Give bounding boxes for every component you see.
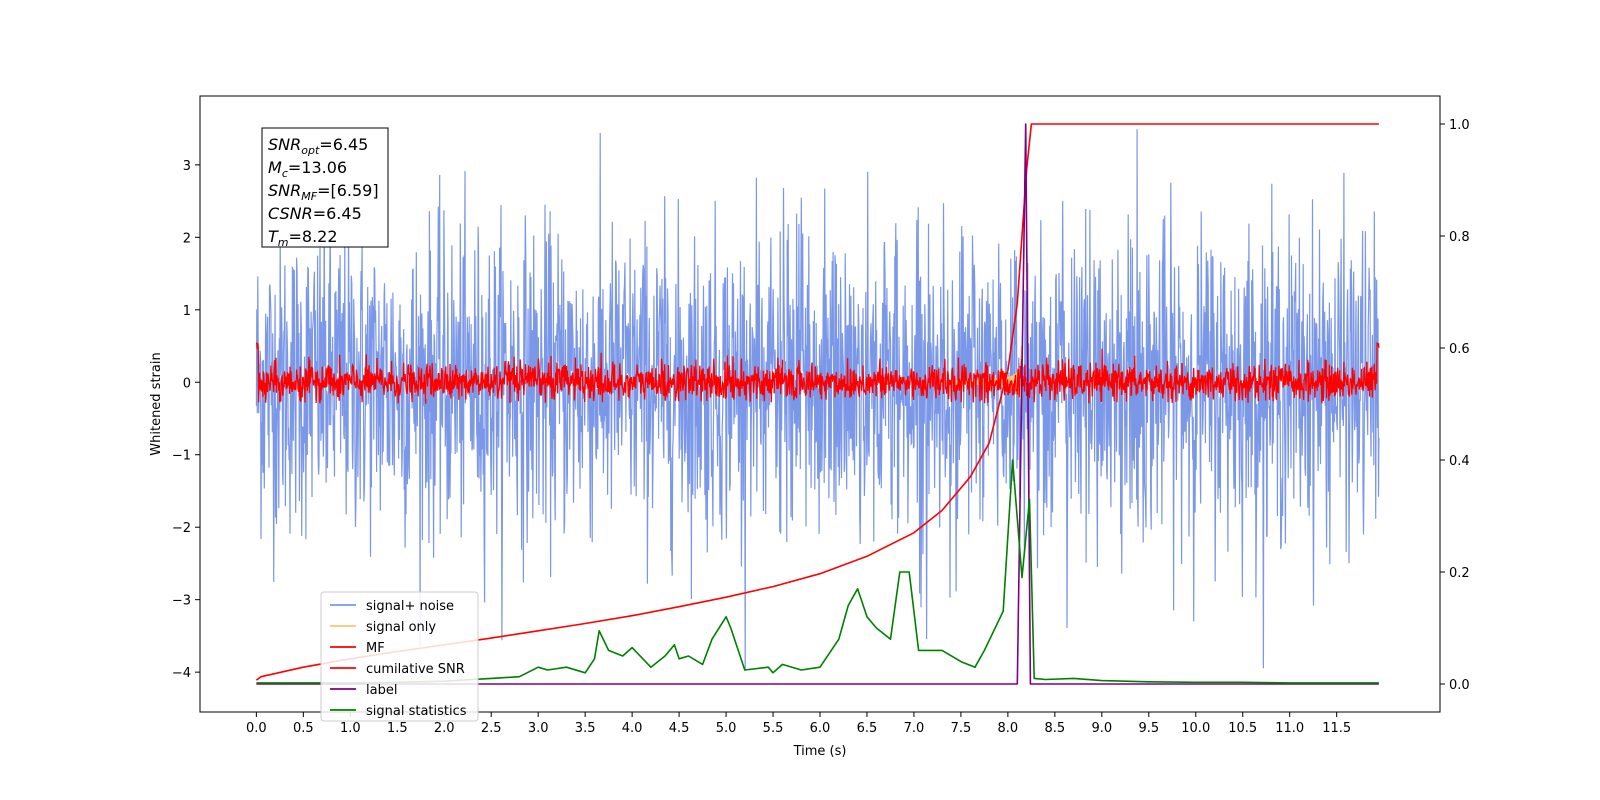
legend-label: label	[366, 683, 397, 698]
stat-line: SNRopt=6.45	[268, 135, 368, 157]
stat-line: SNRMF=[6.59]	[268, 181, 379, 203]
y-right-tick-label: 0.4	[1449, 454, 1470, 469]
stats-box-frame	[261, 127, 389, 248]
x-tick-label: 9.0	[1091, 721, 1112, 736]
y-left-tick-label: −3	[172, 594, 191, 609]
x-tick-label: 7.0	[904, 721, 925, 736]
x-tick-label: 7.5	[951, 721, 972, 736]
y-left-tick-label: 2	[183, 231, 191, 246]
x-tick-label: 6.0	[810, 721, 831, 736]
legend: signal+ noise signal only MF cumilative SNR…	[320, 591, 479, 722]
y-left-tick-label: −1	[172, 449, 191, 464]
x-tick-label: 1.5	[387, 721, 408, 736]
series-mf-line	[255, 342, 1380, 404]
y-left-tick-label: −4	[172, 666, 191, 681]
y-axis-left: 3 2 1 0 −1 −2 −3 −4	[172, 159, 200, 681]
y-right-tick-label: 0.0	[1449, 678, 1470, 693]
x-tick-label: 1.0	[340, 721, 361, 736]
y-left-tick-label: 0	[183, 376, 191, 391]
legend-label: signal+ noise	[366, 599, 454, 614]
legend-label: signal statistics	[366, 704, 467, 719]
stat-line: Tm=8.22	[268, 227, 338, 249]
x-tick-label: 10.5	[1228, 721, 1257, 736]
legend-frame	[320, 591, 479, 722]
series-label-line	[256, 123, 1379, 685]
x-tick-label: 0.0	[246, 721, 267, 736]
x-tick-label: 3.0	[528, 721, 549, 736]
stats-box: SNRopt=6.45Mc=13.06SNRMF=[6.59]CSNR=6.45…	[261, 127, 389, 249]
y-left-tick-label: 1	[183, 304, 191, 319]
legend-label: signal only	[366, 620, 436, 635]
x-tick-label: 10.0	[1181, 721, 1210, 736]
x-tick-label: 8.0	[998, 721, 1019, 736]
x-tick-label: 2.5	[481, 721, 502, 736]
x-tick-label: 5.5	[763, 721, 784, 736]
x-tick-label: 11.0	[1275, 721, 1304, 736]
y-axis-right: 1.0 0.8 0.6 0.4 0.2 0.0	[1440, 118, 1470, 693]
x-tick-label: 4.0	[622, 721, 643, 736]
y-axis-label: Whitened strain	[149, 352, 164, 455]
x-axis: 0.0 0.5 1.0 1.5 2.0 2.5 3.0 3.5 4.0 4.5 5.0 5.5 6.0 6…	[246, 712, 1351, 736]
x-tick-label: 4.5	[669, 721, 690, 736]
x-tick-label: 2.0	[434, 721, 455, 736]
x-tick-label: 0.5	[293, 721, 314, 736]
y-left-tick-label: −2	[172, 521, 191, 536]
stat-line: CSNR=6.45	[268, 204, 362, 223]
x-axis-label: Time (s)	[793, 744, 847, 759]
x-tick-label: 6.5	[857, 721, 878, 736]
y-right-tick-label: 0.8	[1449, 230, 1470, 245]
series-signal-statistics-line	[256, 459, 1379, 684]
x-tick-label: 8.5	[1045, 721, 1066, 736]
legend-label: cumilative SNR	[366, 662, 465, 677]
legend-label: MF	[366, 641, 385, 656]
y-right-tick-label: 1.0	[1449, 118, 1470, 133]
x-tick-label: 11.5	[1322, 721, 1351, 736]
x-tick-label: 5.0	[716, 721, 737, 736]
x-tick-label: 9.5	[1138, 721, 1159, 736]
x-tick-label: 3.5	[575, 721, 596, 736]
stat-line: Mc=13.06	[268, 158, 347, 180]
y-left-tick-label: 3	[183, 159, 191, 174]
y-right-tick-label: 0.6	[1449, 342, 1470, 357]
y-right-tick-label: 0.2	[1449, 566, 1470, 581]
